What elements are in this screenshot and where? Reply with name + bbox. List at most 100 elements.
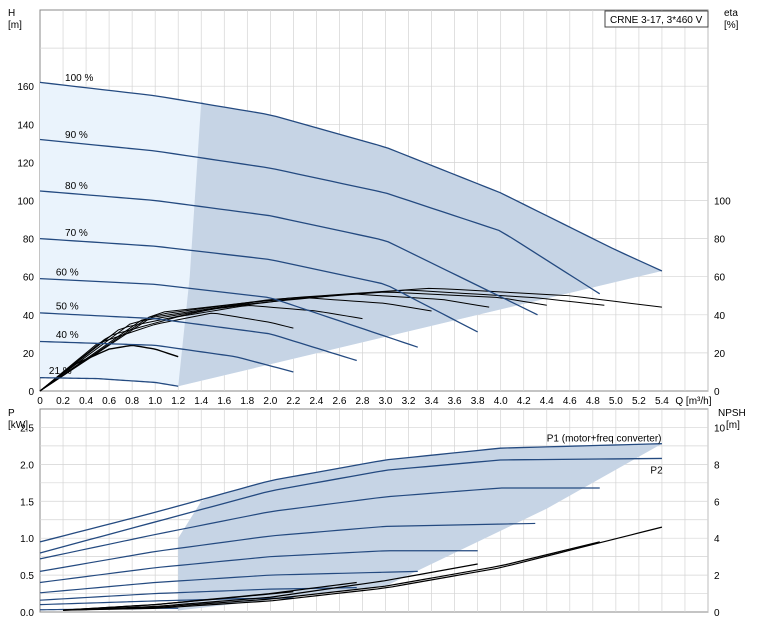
y-tick-label: 120 xyxy=(17,158,34,169)
x-tick-label: 3.0 xyxy=(379,396,393,407)
speed-curve xyxy=(39,340,294,373)
speed-curve xyxy=(39,81,663,272)
p2-curve xyxy=(39,457,662,554)
efficiency-curve xyxy=(39,287,662,392)
y2-axis-unit: [%] xyxy=(724,20,739,31)
x-tick-label: 0.6 xyxy=(102,396,116,407)
efficiency-curve xyxy=(39,297,432,392)
power-y-tick-label: 1.5 xyxy=(20,497,34,508)
p1-series-label: P1 (motor+freq converter) xyxy=(547,434,662,445)
speed-curve xyxy=(39,312,357,362)
npsh-axis-unit: [m] xyxy=(726,420,740,431)
y-tick-label: 140 xyxy=(17,120,34,131)
head-panel: 100 % 90 % 80 % 70 % 60 % 50 % 40 % 21 % 0 0.2 0.4… xyxy=(8,8,739,407)
power-panel: P1 (motor+freq converter)P20.00.51.01.52… xyxy=(8,408,746,619)
efficiency-curve xyxy=(39,293,490,392)
power-axis-unit: [kW] xyxy=(8,420,28,431)
power-y-tick-label: 0.0 xyxy=(20,608,34,619)
x-tick-label: 2.0 xyxy=(263,396,277,407)
npsh-tick-label: 6 xyxy=(714,497,720,508)
x-tick-label: 1.4 xyxy=(194,396,208,407)
x-tick-label: 3.2 xyxy=(402,396,416,407)
speed-curve-label: 60 % xyxy=(56,267,79,278)
x-tick-label: 4.6 xyxy=(563,396,577,407)
y-tick-label: 20 xyxy=(23,349,35,360)
npsh-tick-label: 0 xyxy=(714,608,720,619)
npsh-curve xyxy=(63,541,600,611)
x-tick-label: 0.4 xyxy=(79,396,93,407)
power-curve xyxy=(39,487,600,560)
speed-curve-label: 80 % xyxy=(65,181,88,192)
speed-curve xyxy=(39,377,179,387)
speed-curve-label: 40 % xyxy=(56,330,79,341)
efficiency-curve xyxy=(39,312,294,392)
power-curve xyxy=(39,550,478,584)
y-tick-label: 160 xyxy=(17,82,34,93)
x-tick-label: 2.6 xyxy=(332,396,346,407)
x-tick-label: 2.8 xyxy=(356,396,370,407)
speed-curve-label: 70 % xyxy=(65,228,88,239)
speed-curve xyxy=(39,277,418,348)
x-tick-label: 3.4 xyxy=(425,396,439,407)
x-tick-label: 4.4 xyxy=(540,396,554,407)
power-axis-label: P xyxy=(8,408,15,419)
npsh-tick-label: 2 xyxy=(714,571,720,582)
x-axis-label: Q [m³/h] xyxy=(675,396,711,407)
x-tick-label: 0.2 xyxy=(56,396,70,407)
y2-tick-label: 40 xyxy=(714,311,726,322)
y-axis-label: H xyxy=(8,8,15,19)
efficiency-curve xyxy=(39,291,547,392)
x-tick-label: 5.0 xyxy=(609,396,623,407)
model-badge: CRNE 3-17, 3*460 V xyxy=(604,10,709,28)
y2-axis-label: eta xyxy=(724,8,738,19)
y2-tick-label: 100 xyxy=(714,197,731,208)
y-tick-label: 40 xyxy=(23,311,35,322)
x-tick-label: 1.2 xyxy=(171,396,185,407)
npsh-tick-label: 10 xyxy=(714,423,726,434)
npsh-axis-label: NPSH xyxy=(718,408,746,419)
speed-curve xyxy=(39,190,538,316)
operating-envelope xyxy=(178,101,662,387)
npsh-curve xyxy=(63,563,478,611)
y-tick-label: 100 xyxy=(17,197,34,208)
y2-tick-label: 20 xyxy=(714,349,726,360)
speed-curve-label: 21 % xyxy=(49,366,72,377)
p1-curve xyxy=(39,443,662,543)
speed-curve-label: 100 % xyxy=(65,73,93,84)
x-tick-label: 4.8 xyxy=(586,396,600,407)
power-curve xyxy=(39,522,536,572)
x-tick-label: 5.4 xyxy=(655,396,669,407)
y2-tick-label: 0 xyxy=(714,387,720,398)
x-tick-label: 5.2 xyxy=(632,396,646,407)
power-y-tick-label: 2.0 xyxy=(20,460,34,471)
y2-tick-label: 60 xyxy=(714,273,726,284)
power-y-tick-label: 1.0 xyxy=(20,534,34,545)
x-tick-label: 3.8 xyxy=(471,396,485,407)
npsh-curve xyxy=(62,591,294,611)
x-tick-label: 3.6 xyxy=(448,396,462,407)
y-axis-unit: [m] xyxy=(8,20,22,31)
power-y-tick-label: 0.5 xyxy=(20,571,34,582)
y-tick-label: 60 xyxy=(23,273,35,284)
power-curve xyxy=(39,570,418,594)
speed-curve xyxy=(39,237,478,333)
y2-tick-label: 80 xyxy=(714,235,726,246)
npsh-curve xyxy=(63,526,663,611)
x-tick-label: 2.4 xyxy=(309,396,323,407)
p2-series-label: P2 xyxy=(650,465,663,476)
power-y-tick-label: 2.5 xyxy=(20,423,34,434)
speed-curve-label: 90 % xyxy=(65,130,88,141)
y-tick-label: 0 xyxy=(28,387,34,398)
x-tick-label: 2.2 xyxy=(286,396,300,407)
x-tick-label: 4.0 xyxy=(494,396,508,407)
x-tick-label: 0 xyxy=(37,396,43,407)
npsh-tick-label: 4 xyxy=(714,534,720,545)
power-curve xyxy=(39,587,357,601)
x-tick-label: 1.0 xyxy=(148,396,162,407)
model-badge-label: CRNE 3-17, 3*460 V xyxy=(610,15,703,26)
y-tick-label: 80 xyxy=(23,235,35,246)
speed-curve xyxy=(39,138,601,295)
x-tick-label: 1.6 xyxy=(217,396,231,407)
x-tick-label: 1.8 xyxy=(240,396,254,407)
